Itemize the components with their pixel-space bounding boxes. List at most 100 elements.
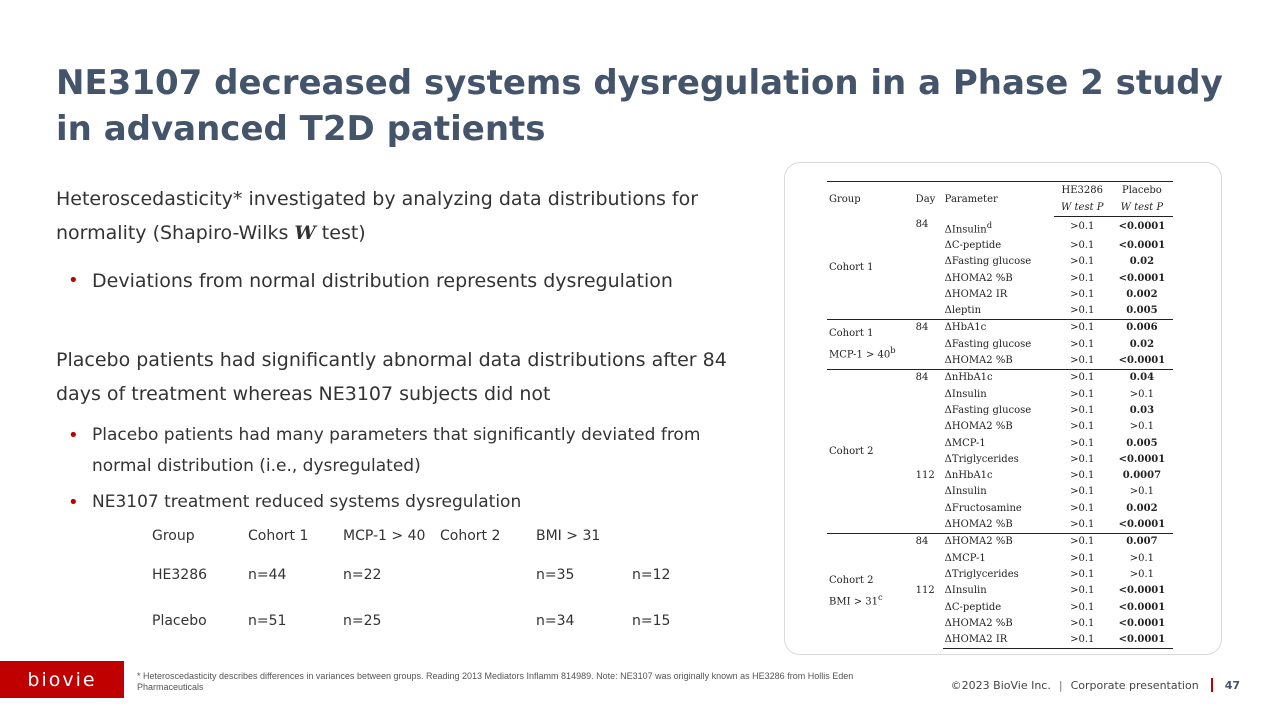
he3286-p-cell: >0.1 bbox=[1070, 437, 1095, 449]
parameter-cell: Δleptin bbox=[944, 305, 982, 317]
placebo-p-cell: >0.1 bbox=[1129, 568, 1155, 580]
placebo-p-cell: 0.006 bbox=[1110, 319, 1173, 337]
w-test-row: 112 ΔnHbA1c >0.1 0.0007 bbox=[827, 468, 1173, 484]
he3286-p-cell: >0.1 bbox=[1070, 470, 1095, 482]
w-test-row: ΔC-peptide >0.1 <0.0001 bbox=[827, 238, 1173, 254]
w-test-body: Cohort 1 84 ΔInsulind >0.1 <0.0001 ΔC-peptide… bbox=[827, 217, 1173, 650]
w-test-subheader-row: W test P W test P bbox=[827, 199, 1173, 217]
sample-size-cell: n=34 bbox=[536, 613, 575, 629]
header-day: Day bbox=[913, 181, 943, 217]
bullet-placebo-parameters: Placebo patients had many parameters tha… bbox=[68, 420, 732, 482]
w-test-row: ΔHOMA2 %B >0.1 >0.1 bbox=[827, 419, 1173, 435]
w-test-header-row: Group Day Parameter HE3286 Placebo bbox=[827, 181, 1173, 217]
intro-text-pre: Heteroscedasticity* investigated by anal… bbox=[56, 188, 699, 244]
header-group: Group bbox=[827, 181, 914, 217]
copyright: ©2023 BioVie Inc. bbox=[950, 678, 1051, 692]
he3286-p-cell: >0.1 bbox=[1070, 272, 1095, 284]
parameter-cell: ΔInsulin bbox=[944, 486, 987, 498]
he3286-p-cell: >0.1 bbox=[1053, 319, 1111, 337]
w-test-row: ΔMCP-1 >0.1 >0.1 bbox=[827, 550, 1173, 566]
sample-size-cell: HE3286 bbox=[152, 567, 208, 583]
parameter-cell: ΔFasting glucose bbox=[944, 338, 1032, 350]
placebo-p-cell: <0.0001 bbox=[1118, 355, 1166, 367]
he3286-p-cell: >0.1 bbox=[1070, 486, 1095, 498]
parameter-cell: ΔFructosamine bbox=[944, 502, 1022, 514]
placebo-p-cell: <0.0001 bbox=[1118, 272, 1166, 284]
parameter-cell: ΔInsulin bbox=[944, 585, 987, 597]
parameter-cell: ΔMCP-1 bbox=[944, 437, 986, 449]
parameter-cell: ΔHOMA2 %B bbox=[944, 355, 1013, 367]
parameter-cell: ΔnHbA1c bbox=[944, 470, 993, 482]
day-cell: 112 bbox=[915, 585, 935, 597]
footer-label: Corporate presentation bbox=[1070, 678, 1199, 692]
parameter-cell: ΔC-peptide bbox=[944, 239, 1002, 251]
parameter-cell: ΔFasting glucose bbox=[944, 404, 1032, 416]
slide-title: NE3107 decreased systems dysregulation i… bbox=[56, 63, 1223, 149]
w-test-row: ΔTriglycerides >0.1 <0.0001 bbox=[827, 452, 1173, 468]
bullet-deviations: Deviations from normal distribution repr… bbox=[68, 265, 673, 297]
day-cell: 112 bbox=[915, 469, 935, 481]
footer-separator: | bbox=[1058, 678, 1063, 692]
w-test-row: ΔFasting glucose >0.1 0.02 bbox=[827, 337, 1173, 353]
stats-table-card: Group Day Parameter HE3286 Placebo W tes… bbox=[784, 162, 1222, 655]
placebo-p-cell: 0.002 bbox=[1126, 502, 1158, 514]
footnote: * Heteroscedasticity describes differenc… bbox=[137, 671, 854, 692]
w-test-row: 112 ΔInsulin >0.1 <0.0001 bbox=[827, 583, 1173, 599]
parameter-cell: ΔInsulin bbox=[944, 388, 987, 400]
sample-size-header-cell: Cohort 1 bbox=[248, 528, 309, 544]
parameter-cell: ΔHOMA2 %B bbox=[944, 421, 1013, 433]
sample-size-header-cell: MCP-1 > 40 bbox=[343, 528, 426, 544]
he3286-p-cell: >0.1 bbox=[1070, 568, 1095, 580]
sample-size-cell: Placebo bbox=[152, 613, 207, 629]
placebo-p-cell: 0.002 bbox=[1126, 288, 1158, 300]
w-test-row: ΔFasting glucose >0.1 0.02 bbox=[827, 254, 1173, 270]
he3286-p-cell: >0.1 bbox=[1070, 502, 1095, 514]
placebo-p-cell: <0.0001 bbox=[1118, 585, 1166, 597]
parameter-cell: ΔC-peptide bbox=[944, 601, 1002, 613]
he3286-p-cell: >0.1 bbox=[1070, 338, 1095, 350]
placebo-p-cell: 0.005 bbox=[1126, 437, 1158, 449]
intro-paragraph: Heteroscedasticity* investigated by anal… bbox=[56, 182, 756, 250]
day-cell: 84 bbox=[913, 369, 943, 468]
day-cell: 84 bbox=[913, 533, 943, 584]
header-placebo: Placebo bbox=[1110, 181, 1173, 199]
w-test-row: ΔInsulin >0.1 >0.1 bbox=[827, 484, 1173, 500]
day-cell: 84 bbox=[915, 218, 929, 230]
sample-size-cell: n=44 bbox=[248, 567, 287, 583]
he3286-p-cell: >0.1 bbox=[1070, 305, 1095, 317]
placebo-p-cell: >0.1 bbox=[1129, 486, 1155, 498]
w-variable: W bbox=[294, 222, 316, 244]
group-cell: Cohort 1 MCP-1 > 40b bbox=[827, 319, 914, 370]
w-test-row: Cohort 1 MCP-1 > 40b 84 ΔHbA1c >0.1 0.006 bbox=[827, 319, 1173, 370]
sample-size-header-cell: BMI > 31 bbox=[536, 528, 601, 544]
placebo-p-cell: 0.0007 bbox=[1122, 470, 1162, 482]
page-number: 47 bbox=[1224, 678, 1240, 692]
sample-size-cell: n=35 bbox=[536, 567, 575, 583]
w-test-row: ΔTriglycerides >0.1 >0.1 bbox=[827, 567, 1173, 583]
parameter-cell: ΔFasting glucose bbox=[944, 256, 1032, 268]
he3286-p-cell: >0.1 bbox=[1070, 256, 1095, 268]
parameter-cell: ΔMCP-1 bbox=[944, 552, 986, 564]
placebo-p-cell: 0.02 bbox=[1129, 338, 1155, 350]
w-test-table: Group Day Parameter HE3286 Placebo W tes… bbox=[827, 181, 1173, 650]
placebo-p-cell: 0.03 bbox=[1129, 404, 1155, 416]
w-test-row: ΔInsulin >0.1 >0.1 bbox=[827, 387, 1173, 403]
placebo-p-cell: 0.02 bbox=[1129, 256, 1155, 268]
he3286-p-cell: >0.1 bbox=[1070, 453, 1095, 465]
placebo-p-cell: >0.1 bbox=[1129, 552, 1155, 564]
header-he3286: HE3286 bbox=[1053, 181, 1111, 199]
he3286-p-cell: >0.1 bbox=[1070, 388, 1095, 400]
day-cell: 84 bbox=[913, 319, 943, 370]
parameter-cell: ΔInsulind bbox=[944, 219, 993, 235]
he3286-p-cell: >0.1 bbox=[1070, 617, 1095, 629]
placebo-p-cell: >0.1 bbox=[1129, 388, 1155, 400]
w-test-row: ΔHOMA2 %B >0.1 <0.0001 bbox=[827, 616, 1173, 632]
w-test-row: ΔC-peptide >0.1 <0.0001 bbox=[827, 599, 1173, 615]
parameter-cell: ΔHOMA2 IR bbox=[942, 631, 1054, 650]
sample-size-header-cell: Group bbox=[152, 528, 195, 544]
he3286-p-cell: >0.1 bbox=[1070, 421, 1095, 433]
w-test-row: Cohort 2 84 ΔnHbA1c >0.1 0.04 bbox=[827, 369, 1173, 534]
group-cell: Cohort 1 bbox=[829, 261, 874, 273]
w-test-row: Δleptin >0.1 0.005 bbox=[827, 303, 1173, 320]
he3286-p-cell: >0.1 bbox=[1053, 631, 1111, 650]
